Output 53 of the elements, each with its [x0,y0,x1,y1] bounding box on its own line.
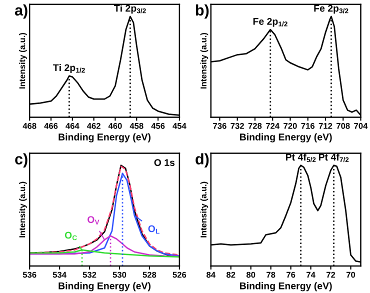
x-tick-label: 528 [142,272,156,278]
x-tick-label: 468 [22,122,36,129]
x-tick-label: 732 [230,122,244,129]
x-tick-label: 76 [286,272,296,278]
x-tick-label: 534 [52,272,66,278]
x-tick-label: 464 [66,122,80,129]
x-tick-label: 72 [326,272,336,278]
annotation: O$_{C}$ [64,232,77,240]
chart-title: a) [14,4,28,19]
x-tick-label: 720 [284,122,297,129]
x-tick-label: 530 [112,272,126,278]
annotation: Pt 4f$_{5/2}$ [286,153,316,162]
annotation: Fe 2p$_{1/2}$ [253,18,288,27]
x-tick-label: 458 [130,122,144,129]
x-tick-label: 704 [354,122,368,129]
annotation: Fe 2p$_{3/2}$ [314,4,348,14]
x-tick-label: 736 [213,122,226,129]
x-tick-label: 466 [44,122,58,129]
chart-title: d) [196,153,209,168]
x-axis-title: Binding Energy (eV) [240,133,332,142]
x-tick-label: 460 [108,122,122,129]
x-tick-label: 724 [266,122,280,129]
y-axis-title: Intensity (a.u.) [19,182,27,238]
x-tick-label: 454 [172,123,186,129]
annotation: O 1s [154,159,175,166]
x-tick-label: 74 [306,272,316,278]
x-axis-title: Binding Energy (eV) [240,282,332,292]
x-tick-label: 526 [172,272,186,278]
annotation: Ti 2p$_{3/2}$ [114,4,146,14]
x-tick-label: 462 [86,122,100,129]
y-axis-title: Intensity (a.u.) [19,32,27,88]
x-tick-label: 456 [151,122,165,129]
x-tick-label: 70 [346,272,356,278]
x-tick-label: 532 [82,272,96,278]
x-tick-label: 716 [301,122,315,129]
x-tick-label: 708 [336,122,350,129]
x-tick-label: 728 [248,122,262,129]
y-axis-title: Intensity (a.u.) [200,32,208,88]
annotation: O$_{V}$ [88,216,100,224]
x-tick-label: 78 [266,272,276,278]
x-axis-title: Binding Energy (eV) [58,133,150,142]
x-tick-label: 82 [226,272,236,278]
y-axis-title: Intensity (a.u.) [200,182,208,238]
chart-title: b) [196,4,209,19]
chart-title: c) [15,153,28,168]
x-axis-title: Binding Energy (eV) [58,282,150,292]
annotation: O$_{L}$ [148,225,160,234]
x-tick-label: 536 [22,272,36,278]
x-tick-label: 80 [246,272,256,278]
annotation: Pt 4f$_{7/2}$ [318,153,349,162]
annotation: Ti 2p$_{1/2}$ [53,64,85,74]
x-tick-label: 712 [318,122,332,129]
x-tick-label: 84 [206,272,216,278]
